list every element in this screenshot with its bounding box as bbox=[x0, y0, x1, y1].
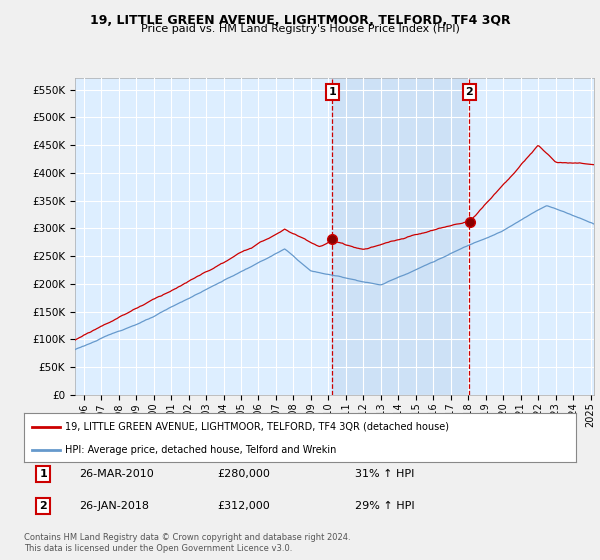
Text: 19, LITTLE GREEN AVENUE, LIGHTMOOR, TELFORD, TF4 3QR: 19, LITTLE GREEN AVENUE, LIGHTMOOR, TELF… bbox=[89, 14, 511, 27]
Text: 19, LITTLE GREEN AVENUE, LIGHTMOOR, TELFORD, TF4 3QR (detached house): 19, LITTLE GREEN AVENUE, LIGHTMOOR, TELF… bbox=[65, 422, 449, 432]
Text: Price paid vs. HM Land Registry's House Price Index (HPI): Price paid vs. HM Land Registry's House … bbox=[140, 24, 460, 34]
Text: 29% ↑ HPI: 29% ↑ HPI bbox=[355, 501, 415, 511]
Text: Contains HM Land Registry data © Crown copyright and database right 2024.
This d: Contains HM Land Registry data © Crown c… bbox=[24, 533, 350, 553]
Bar bbox=[332, 78, 469, 395]
Text: 2: 2 bbox=[466, 87, 473, 97]
Text: HPI: Average price, detached house, Telford and Wrekin: HPI: Average price, detached house, Telf… bbox=[65, 445, 337, 455]
Text: £280,000: £280,000 bbox=[217, 469, 270, 479]
Text: £312,000: £312,000 bbox=[217, 501, 270, 511]
Text: 1: 1 bbox=[40, 469, 47, 479]
Text: 31% ↑ HPI: 31% ↑ HPI bbox=[355, 469, 415, 479]
Text: 26-MAR-2010: 26-MAR-2010 bbox=[79, 469, 154, 479]
Text: 26-JAN-2018: 26-JAN-2018 bbox=[79, 501, 149, 511]
Text: 1: 1 bbox=[329, 87, 336, 97]
Text: 2: 2 bbox=[40, 501, 47, 511]
